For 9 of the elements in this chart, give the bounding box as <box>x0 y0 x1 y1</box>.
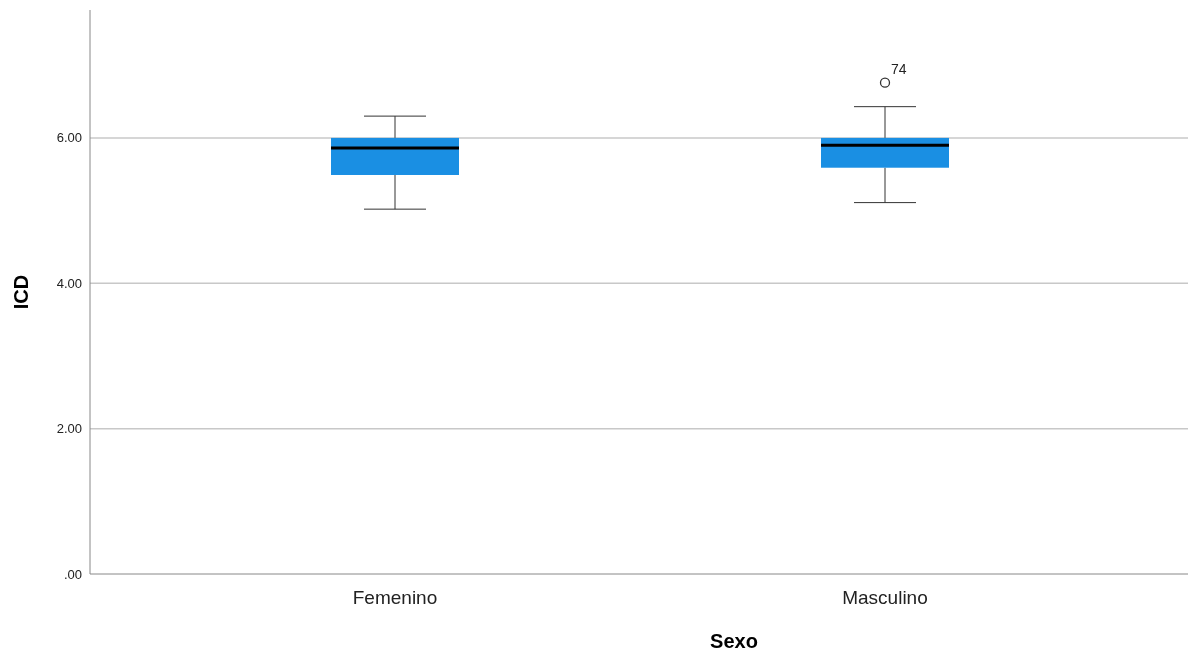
y-tick-label: 4.00 <box>56 275 82 291</box>
y-tick-label: 6.00 <box>56 130 82 146</box>
annotation: 74 <box>891 60 907 77</box>
y-axis-title: ICD <box>10 274 32 310</box>
x-axis-title: Sexo <box>710 630 758 652</box>
y-tick-label: .00 <box>63 566 82 582</box>
x-tick-label: Masculino <box>842 587 928 608</box>
y-tick-label: 2.00 <box>56 421 82 437</box>
x-tick-label: Femenino <box>352 587 438 608</box>
